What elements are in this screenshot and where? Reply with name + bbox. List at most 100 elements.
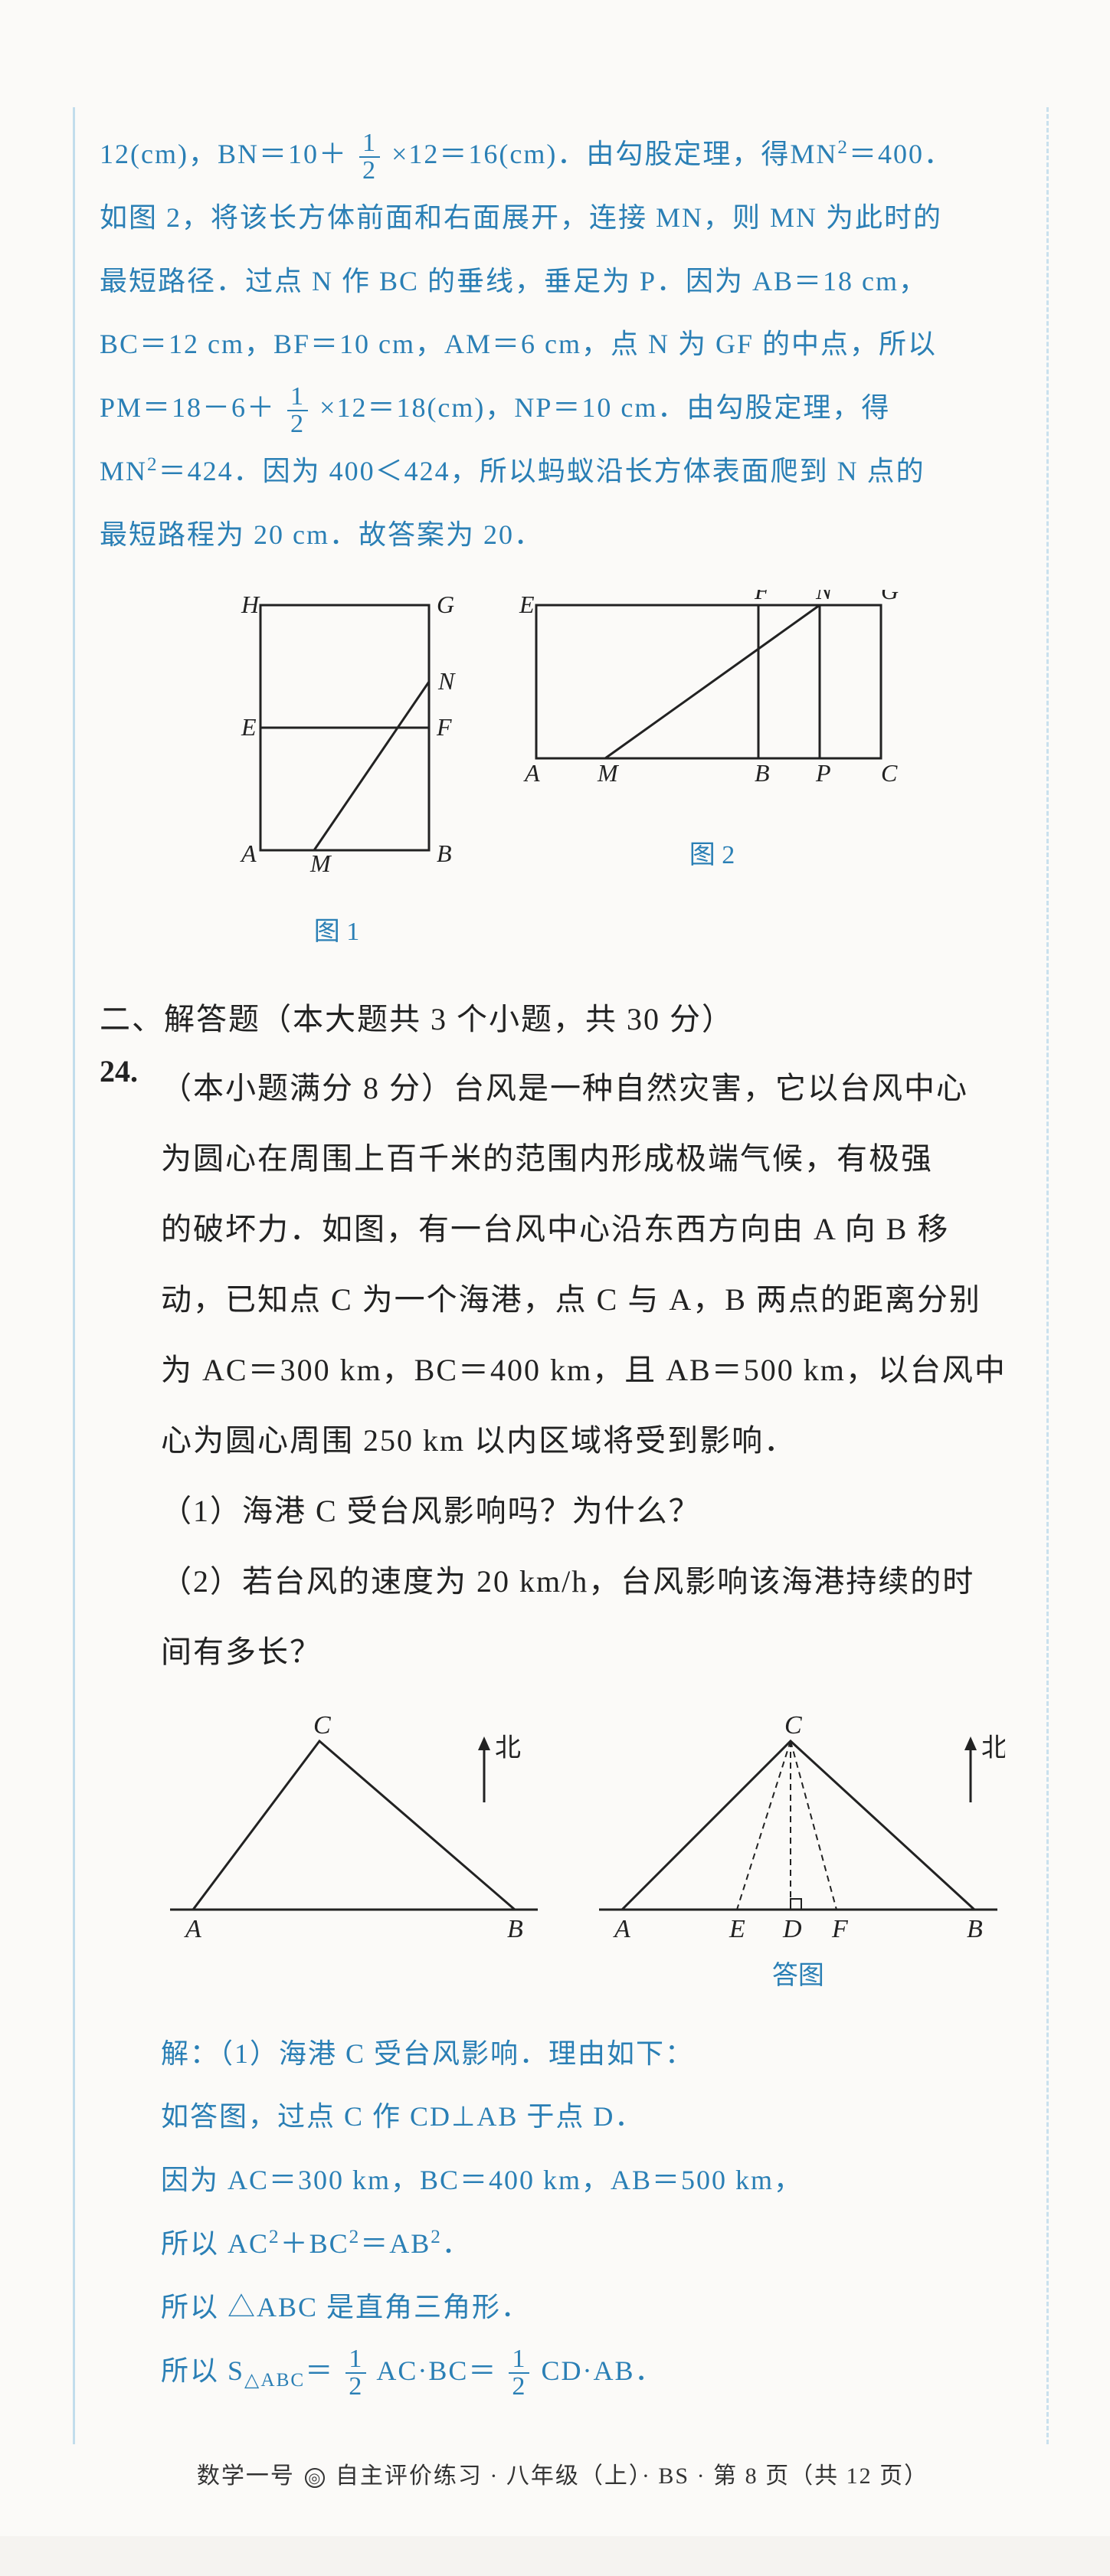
t: ＝424．因为 400＜424，所以蚂蚁沿长方体表面爬到 N 点的	[159, 456, 925, 486]
footer-a: 数学一号	[197, 2463, 295, 2489]
solution-block: 解：（1）海港 C 受台风影响．理由如下： 如答图，过点 C 作 CD⊥AB 于…	[161, 2022, 1007, 2403]
fig4-caption: 答图	[772, 1954, 824, 1992]
svg-text:M: M	[309, 849, 332, 877]
t: ．	[442, 2228, 471, 2259]
sol-l6: 所以 S△ABC＝ 1 2 AC·BC＝ 1 2 CD·AB．	[161, 2339, 1007, 2403]
svg-text:A: A	[240, 840, 257, 867]
svg-text:M: M	[597, 759, 620, 787]
q24-body: （本小题满分 8 分）台风是一种自然灾害，它以台风中心 为圆心在周围上百千米的范…	[161, 1053, 1007, 2403]
page: 12(cm)，BN＝10＋ 1 2 ×12＝16(cm)．由勾股定理，得MN2＝…	[0, 0, 1110, 2536]
svg-text:A: A	[523, 759, 540, 787]
footer-circle-icon: ◎	[305, 2468, 325, 2488]
den: 2	[287, 410, 308, 437]
sol-l4: 所以 AC2＋BC2＝AB2．	[161, 2212, 1007, 2276]
sup: 2	[147, 454, 159, 475]
q24-l6: 心为圆心周围 250 km 以内区域将受到影响．	[161, 1406, 1007, 1476]
expo-line7: 最短路程为 20 cm．故答案为 20．	[100, 503, 1026, 567]
sol-l3: 因为 AC＝300 km，BC＝400 km，AB＝500 km，	[161, 2149, 1007, 2212]
t: ×12＝18(cm)，NP＝10 cm．由勾股定理，得	[319, 392, 890, 423]
question-24: 24. （本小题满分 8 分）台风是一种自然灾害，它以台风中心 为圆心在周围上百…	[100, 1053, 1026, 2403]
expo-line5: PM＝18－6＋ 1 2 ×12＝18(cm)，NP＝10 cm．由勾股定理，得	[100, 376, 1026, 440]
svg-text:E: E	[519, 591, 535, 618]
svg-text:N: N	[815, 590, 833, 604]
svg-text:A: A	[613, 1915, 630, 1940]
figure-1: H G E FN A B M 图 1	[214, 590, 460, 948]
den: 2	[345, 2372, 366, 2400]
svg-text:C: C	[313, 1711, 331, 1740]
q24-q1: （1）海港 C 受台风影响吗？为什么？	[161, 1476, 1007, 1547]
num: 1	[359, 130, 380, 156]
num: 1	[345, 2346, 366, 2372]
t: ＝	[305, 2355, 334, 2386]
svg-text:F: F	[754, 590, 770, 604]
svg-text:H: H	[241, 591, 260, 618]
expo-line3: 最短路径．过点 N 作 BC 的垂线，垂足为 P．因为 AB＝18 cm，	[100, 250, 1026, 313]
figure-2: EFNGAMBPC 图 2	[513, 590, 912, 948]
q24-l2: 为圆心在周围上百千米的范围内形成极端气候，有极强	[161, 1124, 1007, 1194]
t: AC·BC＝	[376, 2355, 497, 2386]
expo-line4: BC＝12 cm，BF＝10 cm，AM＝6 cm，点 N 为 GF 的中点，所…	[100, 313, 1026, 376]
fig4-svg: 北ABCEDF	[591, 1710, 1005, 1940]
svg-text:B: B	[507, 1915, 523, 1940]
t: 所以 S	[161, 2355, 244, 2386]
figure-3: 北ABC	[162, 1710, 545, 1992]
figures-row-1: HGEFNABM 图 1 EFNGAMBPC 图 2	[100, 590, 1026, 948]
num: 1	[287, 384, 308, 410]
q24-l5: 为 AC＝300 km，BC＝400 km，且 AB＝500 km，以台风中	[161, 1335, 1007, 1406]
fig3-svg: 北ABC	[162, 1710, 545, 1940]
svg-text:B: B	[967, 1915, 983, 1940]
t: PM＝18－6＋	[100, 392, 276, 423]
page-footer: 数学一号 ◎ 自主评价练习 · 八年级（上）· BS · 第 8 页（共 12 …	[100, 2457, 1026, 2490]
num: 1	[509, 2346, 529, 2372]
fig2-svg: EFNGAMBPC	[513, 590, 912, 820]
svg-text:N: N	[437, 667, 456, 695]
den: 2	[509, 2372, 529, 2400]
q24-number: 24.	[100, 1053, 153, 2403]
svg-text:P: P	[815, 759, 831, 787]
exposition-block: 12(cm)，BN＝10＋ 1 2 ×12＝16(cm)．由勾股定理，得MN2＝…	[100, 123, 1026, 567]
t: 12(cm)，BN＝10＋	[100, 139, 348, 169]
sol-l2: 如答图，过点 C 作 CD⊥AB 于点 D．	[161, 2085, 1007, 2149]
margin-rule-right	[1046, 107, 1049, 2444]
q24-l4: 动，已知点 C 为一个海港，点 C 与 A，B 两点的距离分别	[161, 1265, 1007, 1335]
sup: 2	[431, 2227, 442, 2247]
q24-l3: 的破坏力．如图，有一台风中心沿东西方向由 A 向 B 移	[161, 1194, 1007, 1265]
den: 2	[359, 156, 380, 184]
sup: 2	[269, 2227, 280, 2247]
svg-text:C: C	[784, 1711, 802, 1740]
expo-line1: 12(cm)，BN＝10＋ 1 2 ×12＝16(cm)．由勾股定理，得MN2＝…	[100, 123, 1026, 186]
q24-q2b: 间有多长？	[161, 1617, 1007, 1687]
sol-l1: 解：（1）海港 C 受台风影响．理由如下：	[161, 2022, 1007, 2086]
svg-text:G: G	[437, 591, 454, 618]
svg-text:北: 北	[495, 1734, 521, 1763]
expo-line6: MN2＝424．因为 400＜424，所以蚂蚁沿长方体表面爬到 N 点的	[100, 440, 1026, 503]
q24-l1: （本小题满分 8 分）台风是一种自然灾害，它以台风中心	[161, 1053, 1007, 1124]
figure-4: 北ABCEDF 答图	[591, 1710, 1005, 1992]
t: MN	[100, 456, 147, 486]
footer-b: 自主评价练习 · 八年级（上）· BS · 第 8 页（共 12 页）	[336, 2463, 928, 2489]
sub: △ABC	[244, 2370, 305, 2391]
expo-line2: 如图 2，将该长方体前面和右面展开，连接 MN，则 MN 为此时的	[100, 186, 1026, 250]
svg-text:D: D	[782, 1915, 802, 1940]
sup: 2	[349, 2227, 361, 2247]
q24-q2a: （2）若台风的速度为 20 km/h，台风影响该海港持续的时	[161, 1547, 1007, 1617]
sol-l5: 所以 △ABC 是直角三角形．	[161, 2276, 1007, 2339]
fig1-caption: 图 1	[314, 910, 360, 948]
fig1-svg: H G E FN A B M	[214, 590, 460, 896]
svg-text:E: E	[241, 713, 257, 741]
svg-text:C: C	[881, 759, 898, 787]
fig2-caption: 图 2	[689, 833, 735, 871]
svg-text:F: F	[436, 713, 452, 741]
svg-text:E: E	[729, 1915, 745, 1940]
svg-text:G: G	[881, 590, 899, 604]
t: ×12＝16(cm)．由勾股定理，得MN	[391, 139, 837, 169]
t: CD·AB．	[541, 2355, 663, 2386]
section-heading: 二、解答题（本大题共 3 个小题，共 30 分）	[100, 986, 1026, 1053]
t: ＝400．	[849, 139, 953, 169]
svg-text:北: 北	[981, 1734, 1005, 1763]
sup: 2	[837, 137, 849, 158]
t: ＝AB	[360, 2228, 431, 2259]
fraction: 1 2	[359, 130, 380, 184]
figures-row-2: 北ABC 北ABCEDF 答图	[161, 1710, 1007, 1992]
svg-text:B: B	[437, 840, 452, 867]
